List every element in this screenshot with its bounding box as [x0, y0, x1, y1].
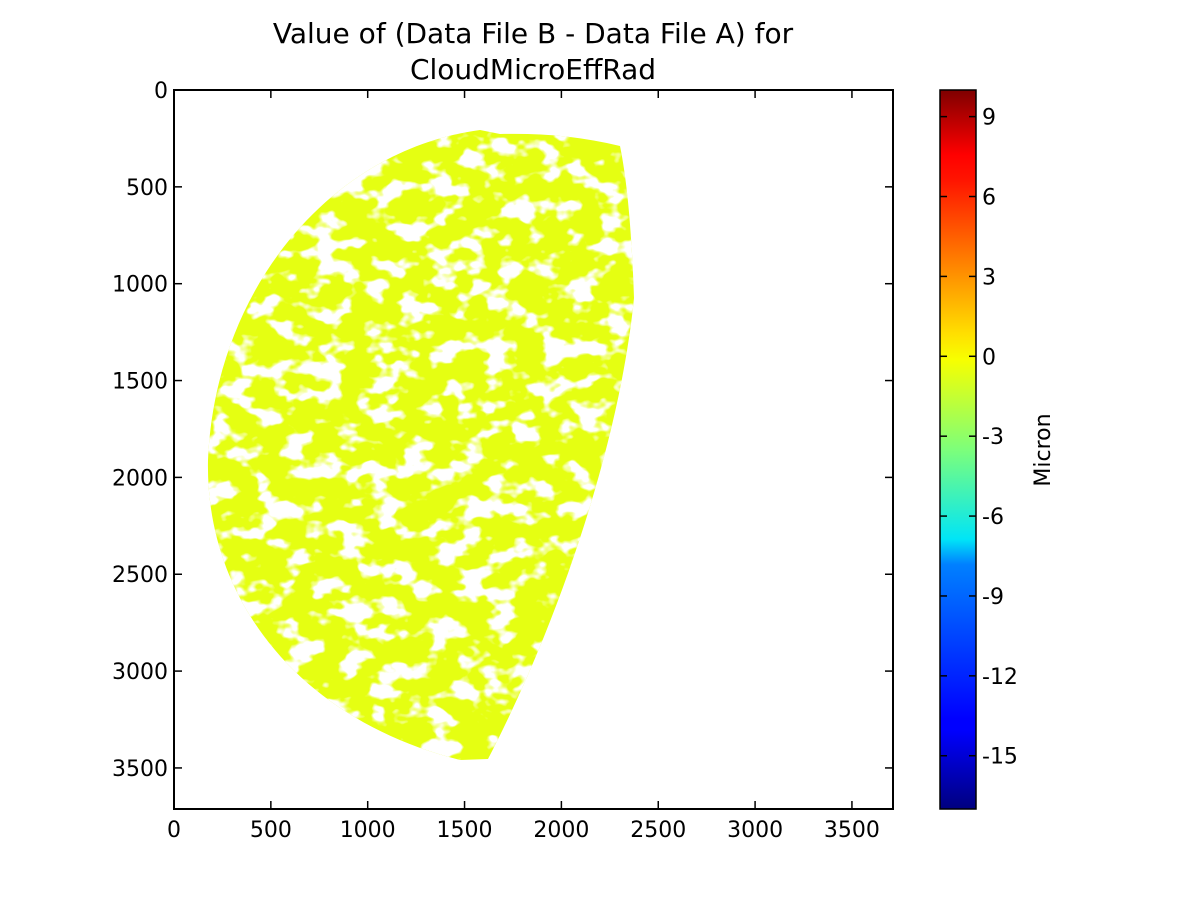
colorbar-tick-label: 3 — [982, 265, 996, 290]
colorbar-tick-label: -12 — [982, 665, 1018, 690]
colorbar-tick-label: 9 — [982, 106, 996, 131]
chart-title-line-1: Value of (Data File B - Data File A) for — [273, 17, 794, 50]
colorbar-tick-label: -15 — [982, 745, 1018, 770]
y-tick-label: 0 — [154, 79, 168, 104]
y-tick-label: 2500 — [112, 563, 168, 588]
colorbar-tick-label: -6 — [982, 505, 1004, 530]
colorbar-gradient — [939, 89, 977, 810]
y-tick-label: 1000 — [112, 273, 168, 298]
x-tick-label: 0 — [167, 818, 181, 843]
y-tick-label: 1500 — [112, 370, 168, 395]
colorbar: 9 6 3 0 -3 -6 -9 -12 -15 Micron — [939, 89, 1056, 810]
y-tick-label: 3500 — [112, 757, 168, 782]
x-tick-label: 1500 — [437, 818, 493, 843]
x-tick-label: 3500 — [824, 818, 880, 843]
x-axis: 0 500 1000 1500 2000 2500 3000 3500 — [167, 90, 880, 843]
plot-frame — [173, 89, 894, 810]
y-axis: 0 500 1000 1500 2000 2500 3000 3500 — [112, 79, 893, 782]
colorbar-tick-label: 0 — [982, 345, 996, 370]
colorbar-tick-label: -9 — [982, 585, 1004, 610]
y-tick-label: 2000 — [112, 466, 168, 491]
colorbar-tick-label: 6 — [982, 186, 996, 211]
x-tick-label: 3000 — [727, 818, 783, 843]
x-tick-label: 2500 — [630, 818, 686, 843]
x-tick-label: 2000 — [533, 818, 589, 843]
chart-title-line-2: CloudMicroEffRad — [410, 53, 656, 86]
colorbar-label: Micron — [1031, 413, 1056, 486]
x-tick-label: 500 — [250, 818, 292, 843]
x-tick-label: 1000 — [340, 818, 396, 843]
y-tick-label: 500 — [126, 176, 168, 201]
colorbar-tick-label: -3 — [982, 425, 1004, 450]
colorbar-ticks: 9 6 3 0 -3 -6 -9 -12 -15 — [940, 106, 1018, 770]
plot-area: 0 500 1000 1500 2000 2500 3000 3500 0 500 1000 150… — [112, 79, 894, 843]
y-tick-label: 3000 — [112, 660, 168, 685]
